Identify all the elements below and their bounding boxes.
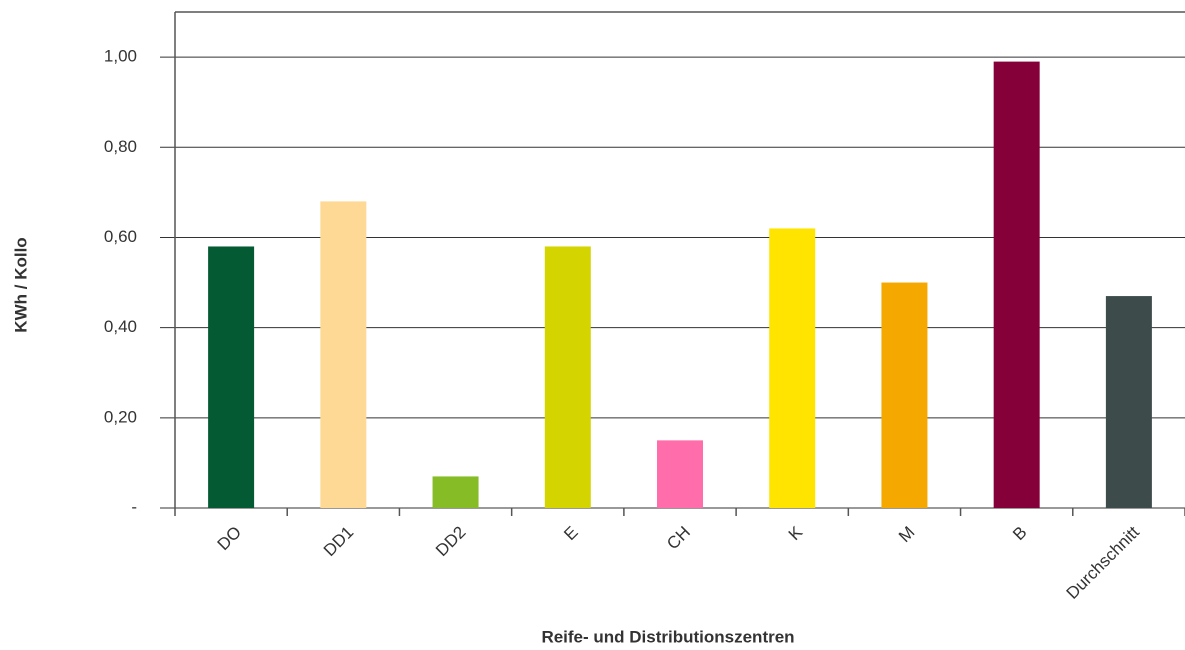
bar bbox=[320, 201, 367, 508]
bar bbox=[432, 476, 479, 508]
x-axis-title: Reife- und Distributionszentren bbox=[541, 627, 794, 646]
x-tick-label: DD1 bbox=[320, 523, 357, 560]
bar bbox=[657, 440, 703, 508]
y-tick-label: 0,20 bbox=[104, 407, 137, 426]
bar bbox=[1105, 296, 1152, 508]
y-axis-title: KWh / Kollo bbox=[11, 237, 30, 332]
bar bbox=[993, 61, 1040, 508]
x-tick-label: Durchschnitt bbox=[1063, 522, 1143, 602]
x-tick-label: M bbox=[895, 523, 918, 546]
bar bbox=[544, 246, 591, 509]
y-tick-label: 1,00 bbox=[104, 47, 137, 66]
x-tick-label: DD2 bbox=[432, 523, 469, 560]
bar bbox=[208, 246, 255, 509]
x-tick-label: B bbox=[1009, 523, 1030, 544]
y-tick-label: 0,80 bbox=[104, 137, 137, 156]
y-tick-label: - bbox=[131, 497, 137, 516]
bar bbox=[881, 282, 928, 508]
x-tick-label: K bbox=[785, 522, 807, 544]
bar bbox=[769, 228, 816, 508]
y-tick-label: 0,60 bbox=[104, 227, 137, 246]
x-tick-label: DO bbox=[214, 523, 245, 554]
x-tick-label: CH bbox=[663, 523, 694, 554]
y-tick-label: 0,40 bbox=[104, 317, 137, 336]
x-tick-label: E bbox=[560, 523, 581, 544]
